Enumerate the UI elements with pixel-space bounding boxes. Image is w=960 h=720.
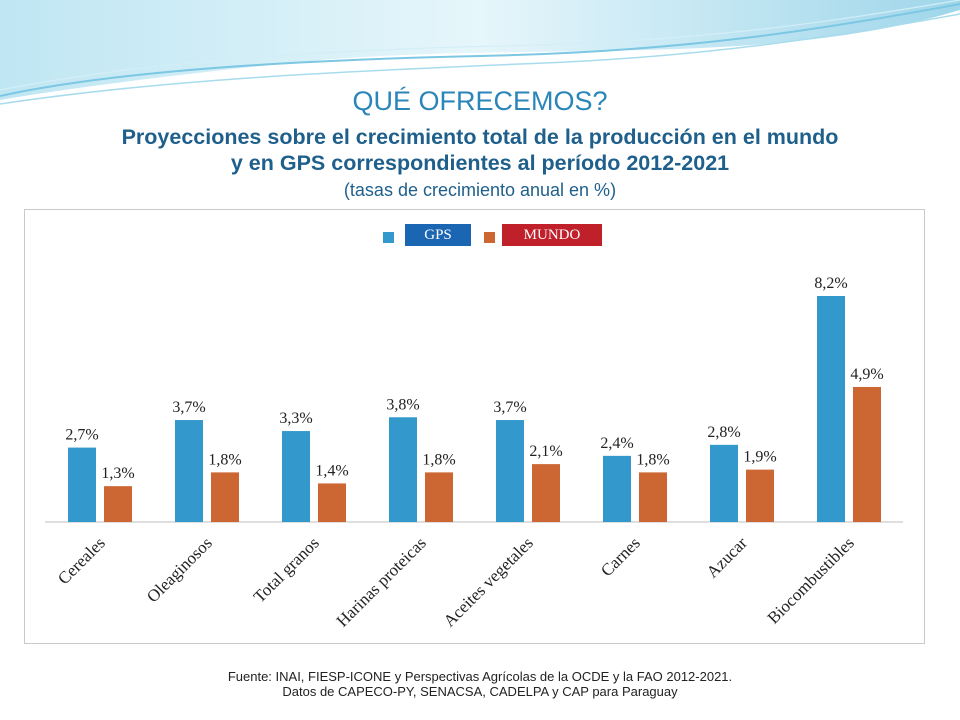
subtitle-line-1: Proyecciones sobre el crecimiento total … — [121, 125, 839, 149]
mundo-value-label-8: 4,9% — [850, 366, 883, 383]
mundo-bar-1 — [104, 486, 132, 522]
legend-gps-label: GPS — [405, 224, 471, 246]
gps-value-label-2: 3,7% — [172, 399, 205, 416]
mundo-bar-5 — [532, 464, 560, 522]
mundo-value-label-1: 1,3% — [101, 465, 134, 482]
footnote-line-1: Fuente: INAI, FIESP-ICONE y Perspectivas… — [227, 669, 733, 684]
gps-value-label-1: 2,7% — [65, 427, 98, 444]
gps-bar-1 — [68, 447, 96, 522]
category-label-4: Harinas proteicas — [333, 533, 430, 630]
gps-bar-8 — [817, 296, 845, 522]
bar-chart: 2,7% 1,3% Cereales 3,7% 1,8% Oleaginosos 3,3% 1… — [45, 275, 903, 631]
gps-bar-5 — [496, 420, 524, 522]
slide-subtitle: Proyecciones sobre el crecimiento total … — [0, 124, 960, 176]
mundo-value-label-5: 2,1% — [529, 443, 562, 460]
mundo-bar-3 — [318, 483, 346, 522]
mundo-value-label-7: 1,9% — [743, 449, 776, 466]
subtitle-line-2: y en GPS correspondientes al período 201… — [230, 151, 730, 175]
mundo-value-label-4: 1,8% — [422, 451, 455, 468]
mundo-value-label-6: 1,8% — [636, 451, 669, 468]
header-swoosh-decoration — [0, 0, 960, 105]
mundo-bar-2 — [211, 472, 239, 522]
gps-value-label-6: 2,4% — [600, 435, 633, 452]
gps-value-label-8: 8,2% — [814, 275, 847, 292]
category-label-6: Carnes — [597, 533, 644, 580]
mundo-bar-7 — [746, 469, 774, 522]
category-label-7: Azucar — [703, 533, 751, 581]
gps-value-label-7: 2,8% — [707, 424, 740, 441]
gps-bar-7 — [710, 444, 738, 522]
mundo-value-label-2: 1,8% — [208, 451, 241, 468]
legend-gps-swatch — [383, 232, 394, 243]
mundo-bar-6 — [639, 472, 667, 522]
chart-units-note: (tasas de crecimiento anual en %) — [343, 180, 617, 200]
mundo-value-label-3: 1,4% — [315, 462, 348, 479]
legend-mundo-label: MUNDO — [502, 224, 602, 246]
mundo-bar-4 — [425, 472, 453, 522]
footnote-line-2: Datos de CAPECO-PY, SENACSA, CADELPA y C… — [282, 684, 678, 699]
source-footnote: Fuente: INAI, FIESP-ICONE y Perspectivas… — [0, 669, 960, 699]
gps-bar-6 — [603, 455, 631, 522]
category-label-8: Biocombustibles — [764, 533, 858, 627]
category-label-5: Aceites vegetales — [440, 533, 537, 630]
chart-frame: 2,7% 1,3% Cereales 3,7% 1,8% Oleaginosos 3,3% 1… — [24, 209, 925, 644]
slide-title: QUÉ OFRECEMOS? — [352, 86, 608, 116]
gps-bar-2 — [175, 420, 203, 522]
gps-value-label-3: 3,3% — [279, 410, 312, 427]
gps-value-label-4: 3,8% — [386, 396, 419, 413]
gps-bar-3 — [282, 431, 310, 522]
category-label-2: Oleaginosos — [143, 533, 216, 606]
category-label-3: Total granos — [250, 533, 323, 606]
legend-mundo-swatch — [484, 232, 495, 243]
gps-value-label-5: 3,7% — [493, 399, 526, 416]
gps-bar-4 — [389, 417, 417, 522]
category-label-1: Cereales — [54, 533, 109, 588]
mundo-bar-8 — [853, 386, 881, 522]
